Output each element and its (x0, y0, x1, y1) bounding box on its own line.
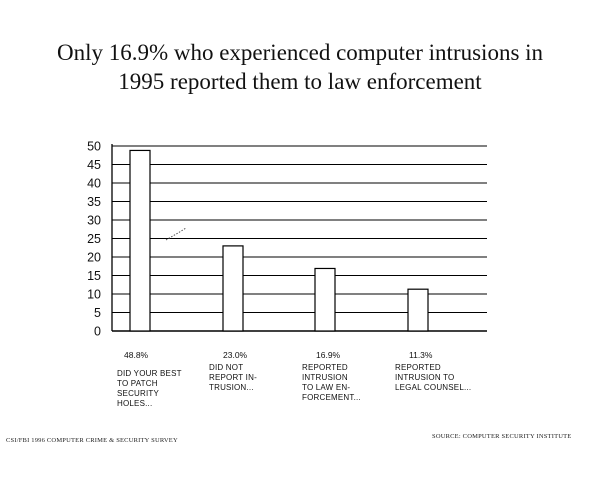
y-tick-label: 25 (87, 232, 101, 246)
y-tick-label: 0 (94, 325, 101, 339)
category-label-line: FORCEMENT... (302, 393, 361, 402)
category-label-line: HOLES... (117, 399, 153, 408)
category-label-line: REPORTED (395, 363, 441, 372)
chart-title: Only 16.9% who experienced computer intr… (0, 38, 600, 96)
y-tick-label: 20 (87, 251, 101, 265)
y-tick-label: 45 (87, 158, 101, 172)
category-label-line: INTRUSION (302, 373, 348, 382)
y-tick-label: 30 (87, 214, 101, 228)
bar-value-label: 16.9% (316, 350, 341, 360)
y-tick-label: 10 (87, 288, 101, 302)
y-tick-label: 40 (87, 177, 101, 191)
category-label: REPORTED INTRUSION TO LAW EN- FORCEMENT... (302, 363, 361, 403)
y-tick-label: 50 (87, 140, 101, 154)
category-label-line: REPORTED (302, 363, 348, 372)
bar (129, 149, 151, 332)
bar-value-label: 48.8% (124, 350, 149, 360)
bar (407, 288, 429, 332)
bar (314, 267, 336, 332)
category-label-line: INTRUSION TO (395, 373, 455, 382)
category-label-line: TRUSION... (209, 383, 254, 392)
category-label-line: DID NOT (209, 363, 244, 372)
y-tick-label: 5 (94, 306, 101, 320)
bar-value-label: 11.3% (409, 350, 433, 360)
bar (222, 245, 244, 332)
category-label: DID NOT REPORT IN- TRUSION... (209, 363, 257, 393)
bar-value-label: 23.0% (223, 350, 248, 360)
title-line-2: 1995 reported them to law enforcement (118, 69, 482, 94)
y-tick-label: 15 (87, 269, 101, 283)
category-label: DID YOUR BEST TO PATCH SECURITY HOLES... (117, 369, 182, 409)
y-tick-label: 35 (87, 195, 101, 209)
title-line-1: Only 16.9% who experienced computer intr… (56, 40, 544, 65)
category-label: REPORTED INTRUSION TO LEGAL COUNSEL... (395, 363, 471, 393)
category-label-line: REPORT IN- (209, 373, 257, 382)
footer-right: SOURCE: COMPUTER SECURITY INSTITUTE (432, 433, 572, 440)
category-label-line: LEGAL COUNSEL... (395, 383, 472, 392)
category-label-line: TO LAW EN- (302, 383, 351, 392)
footer-left: CSI/FBI 1996 COMPUTER CRIME & SECURITY S… (6, 437, 178, 444)
category-label-line: DID YOUR BEST (117, 369, 182, 378)
category-label-line: SECURITY (117, 389, 160, 398)
category-label-line: TO PATCH (117, 379, 158, 388)
